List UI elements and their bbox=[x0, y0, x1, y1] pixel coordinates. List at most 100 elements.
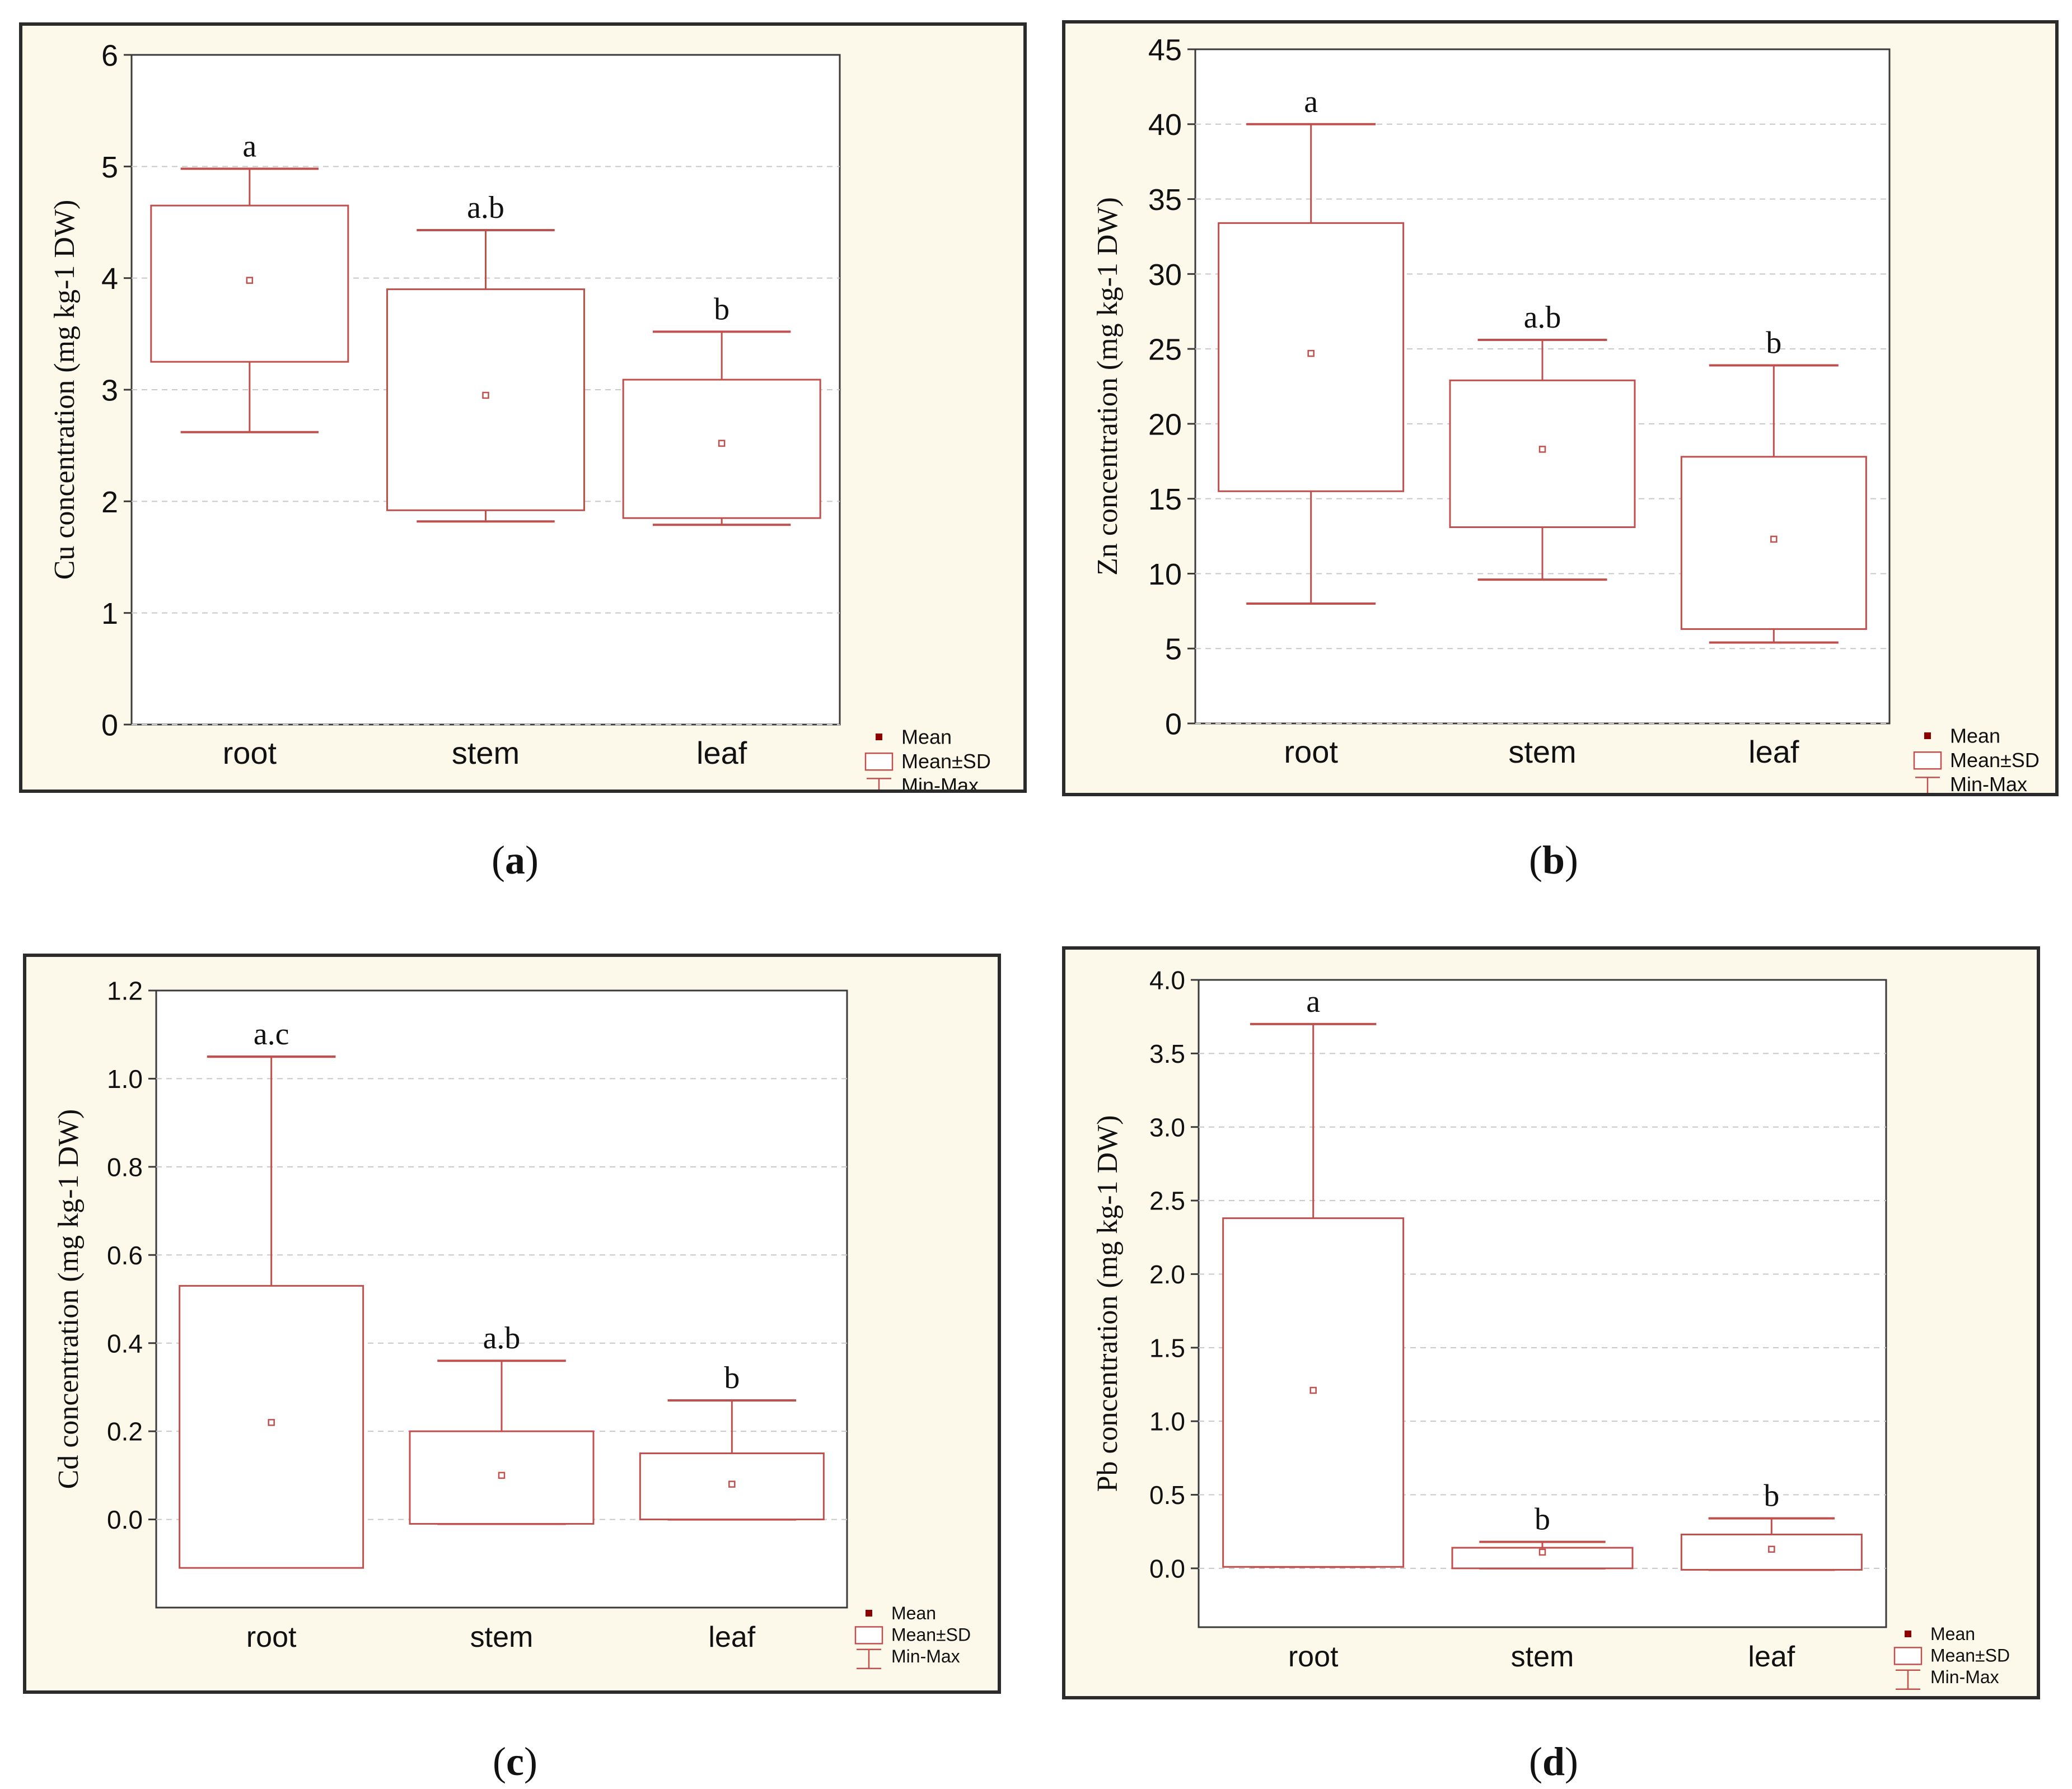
y-tick-label: 1.0 bbox=[1149, 1407, 1185, 1436]
x-category-label: leaf bbox=[696, 735, 747, 770]
legend-minmax-label: Min-Max bbox=[1950, 773, 2027, 793]
y-tick-label: 0.5 bbox=[1149, 1480, 1185, 1510]
y-tick-label: 0.4 bbox=[107, 1329, 143, 1358]
y-tick-label: 10 bbox=[1148, 558, 1182, 591]
box-leaf: b bbox=[1680, 1479, 1863, 1571]
x-category-label: leaf bbox=[1748, 734, 1799, 769]
box-stem: a.b bbox=[1449, 300, 1636, 581]
chart-panel-cu: 0 1 2 3 4 5 6 Cu concentration (mg kg-1 DW) a roo… bbox=[19, 22, 1027, 793]
caption-a: (a) bbox=[492, 838, 539, 882]
y-axis-label: Zn concentration (mg kg-1 DW) bbox=[1092, 197, 1124, 576]
y-tick-label: 4.0 bbox=[1149, 966, 1185, 995]
x-category-label: root bbox=[223, 735, 277, 770]
significance-letter: b bbox=[714, 292, 729, 326]
x-category-label: stem bbox=[1511, 1641, 1574, 1673]
y-tick-label: 4 bbox=[101, 262, 118, 296]
significance-letter: a.b bbox=[467, 190, 504, 225]
y-tick-label: 15 bbox=[1148, 483, 1182, 516]
y-tick-label: 3.0 bbox=[1149, 1113, 1185, 1142]
y-axis-label: Pb concentration (mg kg-1 DW) bbox=[1092, 1115, 1124, 1492]
y-tick-label: 0.2 bbox=[107, 1417, 143, 1446]
significance-letter: a bbox=[1304, 85, 1318, 119]
box-root: a bbox=[150, 129, 349, 433]
caption-d: (d) bbox=[1528, 1739, 1578, 1784]
mean-marker bbox=[482, 391, 489, 399]
legend-sd-label: Mean±SD bbox=[901, 750, 991, 773]
y-tick-label: 0 bbox=[101, 708, 118, 742]
y-tick-label: 0 bbox=[1165, 707, 1182, 741]
legend-minmax-label: Min-Max bbox=[901, 774, 979, 790]
y-tick-label: 40 bbox=[1148, 108, 1182, 142]
significance-letter: a bbox=[242, 129, 256, 164]
y-tick-label: 1.5 bbox=[1149, 1333, 1185, 1362]
y-tick-label: 30 bbox=[1148, 258, 1182, 292]
sd-box bbox=[1218, 222, 1405, 492]
significance-letter: a bbox=[1306, 984, 1320, 1019]
significance-letter: b bbox=[724, 1361, 740, 1395]
mean-marker bbox=[1538, 446, 1546, 453]
mean-marker bbox=[1307, 349, 1315, 357]
legend-mean-label: Mean bbox=[901, 726, 952, 749]
y-tick-label: 0.0 bbox=[107, 1505, 143, 1534]
sd-box bbox=[386, 288, 585, 511]
cu-boxplot: 0 1 2 3 4 5 6 Cu concentration (mg kg-1 DW) a roo… bbox=[49, 39, 991, 790]
y-tick-label: 0.6 bbox=[107, 1241, 143, 1270]
mean-marker bbox=[718, 440, 726, 447]
box-stem: a.b bbox=[386, 190, 585, 523]
legend-mean-marker bbox=[876, 734, 882, 740]
y-tick-label: 20 bbox=[1148, 408, 1182, 441]
chart-panel-zn: 0 5 10 15 20 25 30 35 40 45 Zn concentration (mg k… bbox=[1062, 20, 2059, 796]
y-tick-label: 5 bbox=[101, 151, 118, 184]
significance-letter: b bbox=[1535, 1502, 1550, 1537]
y-tick-label: 1 bbox=[101, 597, 118, 630]
y-axis-label: Cd concentration (mg kg-1 DW) bbox=[53, 1109, 85, 1489]
significance-letter: b bbox=[1764, 1479, 1779, 1514]
pb-boxplot: 0.0 0.5 1.0 1.5 2.0 2.5 3.0 3.5 4.0 Pb concentrat… bbox=[1092, 966, 2010, 1690]
cd-boxplot: 0.0 0.2 0.4 0.6 0.8 1.0 1.2 Cd concentration (m… bbox=[53, 977, 971, 1670]
legend-mean-label: Mean bbox=[891, 1603, 936, 1623]
y-tick-label: 3.5 bbox=[1149, 1039, 1185, 1068]
legend-sd-label: Mean±SD bbox=[891, 1625, 971, 1645]
legend-minmax-label: Min-Max bbox=[891, 1646, 960, 1666]
sd-box bbox=[622, 379, 821, 519]
y-tick-label: 6 bbox=[101, 39, 118, 72]
mean-marker bbox=[1770, 535, 1778, 543]
y-tick-label: 2.0 bbox=[1149, 1260, 1185, 1289]
y-tick-label: 1.0 bbox=[107, 1064, 143, 1094]
box-stem: b bbox=[1451, 1502, 1634, 1570]
chart-panel-cd: 0.0 0.2 0.4 0.6 0.8 1.0 1.2 Cd concentration (m… bbox=[23, 954, 1001, 1694]
mean-marker bbox=[498, 1472, 506, 1479]
y-tick-label: 5 bbox=[1165, 633, 1182, 666]
y-axis-label: Cu concentration (mg kg-1 DW) bbox=[49, 200, 81, 580]
y-tick-label: 25 bbox=[1148, 333, 1182, 367]
x-category-label: leaf bbox=[708, 1621, 755, 1653]
legend-sd-marker bbox=[854, 1626, 883, 1645]
y-tick-label: 2 bbox=[101, 485, 118, 519]
caption-c: (c) bbox=[493, 1739, 537, 1784]
legend-mean-marker bbox=[1905, 1631, 1911, 1637]
legend-mean-marker bbox=[1924, 732, 1931, 739]
mean-marker bbox=[1309, 1386, 1317, 1394]
y-tick-label: 35 bbox=[1148, 183, 1182, 217]
x-category-label: stem bbox=[1508, 734, 1576, 769]
y-tick-label: 0.8 bbox=[107, 1152, 143, 1181]
legend-mean-label: Mean bbox=[1930, 1624, 1975, 1644]
x-category-label: stem bbox=[452, 735, 520, 770]
legend-minmax-label: Min-Max bbox=[1930, 1667, 1999, 1687]
mean-marker bbox=[268, 1419, 275, 1426]
x-category-label: stem bbox=[470, 1621, 534, 1653]
box-leaf: b bbox=[639, 1361, 825, 1521]
significance-letter: a.b bbox=[1524, 300, 1561, 335]
significance-letter: a.c bbox=[254, 1017, 289, 1052]
mean-marker bbox=[246, 277, 254, 284]
mean-marker bbox=[1768, 1545, 1775, 1553]
legend-sd-marker bbox=[1893, 1647, 1923, 1665]
box-leaf: b bbox=[1680, 326, 1867, 644]
significance-letter: a.b bbox=[483, 1321, 521, 1356]
legend-sd-marker bbox=[1913, 751, 1942, 770]
box-root: a bbox=[1222, 984, 1405, 1568]
y-tick-label: 45 bbox=[1148, 33, 1182, 67]
